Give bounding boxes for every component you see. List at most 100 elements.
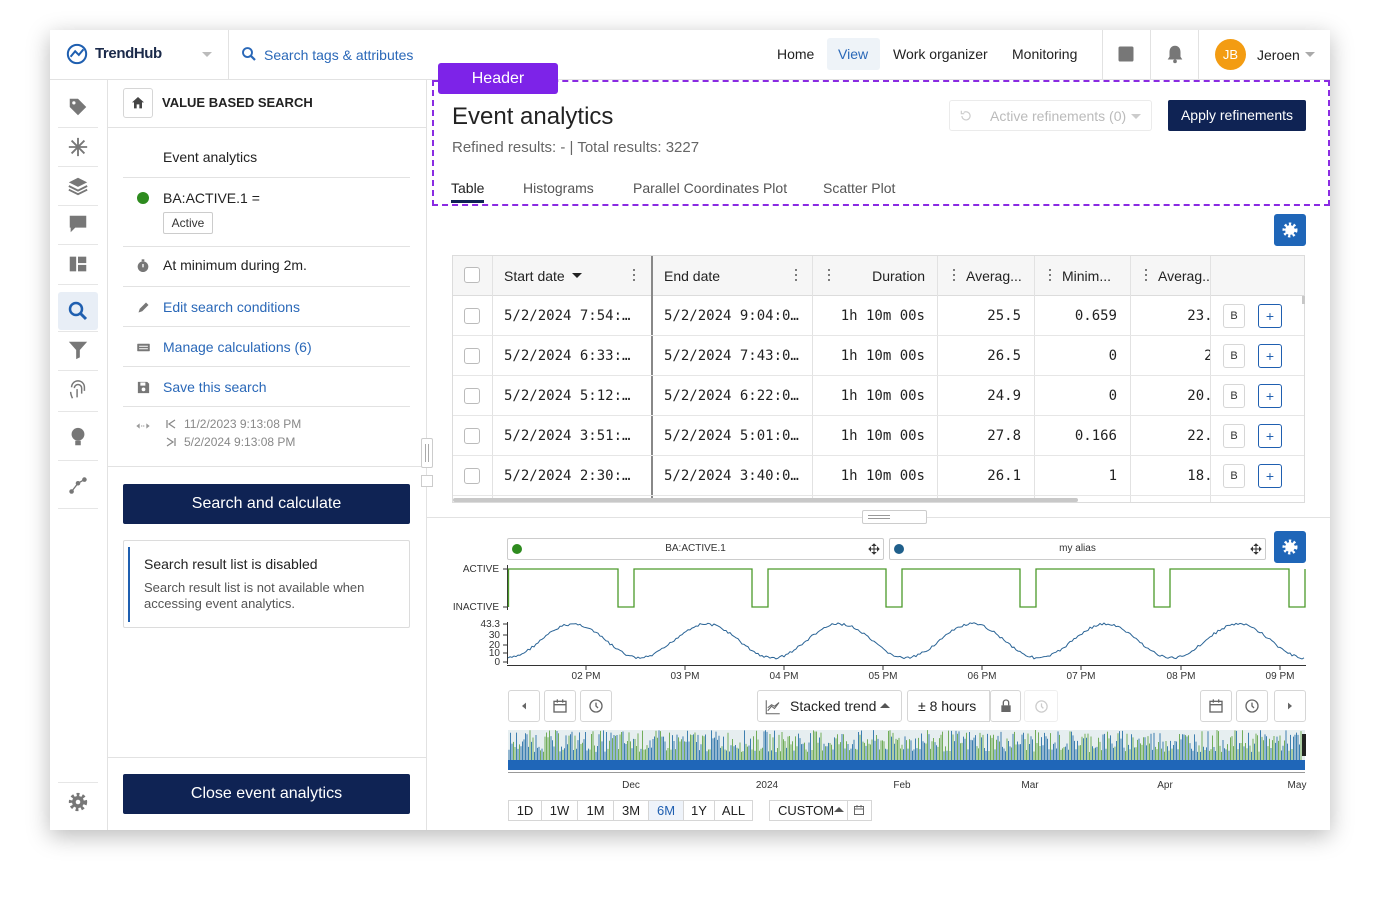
divider: [58, 244, 98, 245]
cell: 0: [1037, 386, 1117, 406]
range-button[interactable]: 1M: [577, 800, 614, 821]
icon-shape: [70, 257, 76, 272]
row-button-b[interactable]: B: [1223, 424, 1245, 448]
row-button-b[interactable]: B: [1223, 344, 1245, 368]
icon-shape: [554, 701, 566, 712]
cell: 1: [1037, 466, 1117, 486]
icon-shape: [142, 259, 145, 261]
range-button[interactable]: 1W: [541, 800, 578, 821]
range-end-icon: [165, 436, 177, 448]
row-button-add[interactable]: +: [1258, 384, 1282, 408]
icon-shape: [1168, 46, 1183, 60]
cell: 22.8: [1131, 426, 1210, 446]
divider: [58, 460, 98, 461]
caret: [880, 703, 890, 708]
icon-shape: [1041, 703, 1043, 708]
row-button-b[interactable]: B: [1223, 304, 1245, 328]
search-icon[interactable]: [240, 45, 258, 63]
rail-icon[interactable]: [67, 426, 89, 448]
notice-bar: [128, 547, 130, 622]
row-checkbox[interactable]: [464, 468, 480, 484]
divider: [58, 205, 98, 206]
sidebar-action[interactable]: Manage calculations (6): [163, 337, 403, 357]
range-button[interactable]: 1D: [508, 800, 542, 821]
header-checkbox[interactable]: [464, 267, 480, 283]
date-button-icon: [1208, 698, 1224, 714]
nav-item[interactable]: Work organizer: [893, 44, 1003, 64]
range-button[interactable]: 6M: [648, 800, 684, 821]
icon-shape: [251, 56, 255, 60]
sidebar-action[interactable]: Edit search conditions: [163, 297, 403, 317]
column-header[interactable]: Duration: [825, 266, 925, 286]
row-button-b[interactable]: B: [1223, 384, 1245, 408]
collapse-button[interactable]: [421, 475, 433, 487]
nav-item[interactable]: Monitoring: [1012, 44, 1122, 64]
close-button[interactable]: Close event analytics: [123, 774, 410, 814]
row-button-add[interactable]: +: [1258, 424, 1282, 448]
row-button-add[interactable]: +: [1258, 464, 1282, 488]
column-header[interactable]: Start date: [504, 266, 624, 286]
condition: BA:ACTIVE.1 =: [163, 188, 403, 208]
row-checkbox[interactable]: [464, 388, 480, 404]
row-button-add[interactable]: +: [1258, 344, 1282, 368]
row-checkbox[interactable]: [464, 348, 480, 364]
bell-icon[interactable]: [1164, 43, 1186, 65]
rail-settings[interactable]: [67, 791, 89, 813]
range-button[interactable]: 1Y: [683, 800, 715, 821]
range-button[interactable]: ALL: [714, 800, 753, 821]
history-icon: [1034, 699, 1049, 714]
avatar-initials[interactable]: JB: [1215, 45, 1246, 65]
menu-dot: [828, 279, 830, 281]
menu-dot: [953, 279, 955, 281]
divider: [107, 466, 426, 467]
range-button[interactable]: 3M: [613, 800, 649, 821]
sidebar-action[interactable]: Save this search: [163, 377, 403, 397]
row-checkbox[interactable]: [464, 428, 480, 444]
rail-icon[interactable]: [67, 175, 89, 197]
cell: 5/2/2024 7:43:0…: [664, 346, 804, 366]
h-scrollbar: [453, 498, 1078, 502]
divider: [1210, 256, 1211, 502]
rail-icon[interactable]: [67, 96, 89, 118]
search-button[interactable]: Search and calculate: [123, 484, 410, 524]
action-icon: [136, 300, 151, 315]
rail-icon[interactable]: [67, 379, 89, 401]
rail-icon[interactable]: [67, 475, 89, 497]
search-field[interactable]: Search tags & attributes: [264, 45, 434, 65]
cell: 5/2/2024 5:12:…: [504, 386, 644, 406]
cell: 1h 10m 00s: [815, 386, 925, 406]
cell: 5/2/2024 9:04:0…: [664, 306, 804, 326]
caret: [572, 273, 582, 278]
column-header[interactable]: Averag..: [1158, 266, 1210, 286]
rail-icon[interactable]: [67, 339, 89, 361]
rail-icon[interactable]: [67, 136, 89, 158]
cell: 5/2/2024 6:22:0…: [664, 386, 804, 406]
rail-icon[interactable]: [67, 213, 89, 235]
row-checkbox[interactable]: [464, 308, 480, 324]
row-button-b[interactable]: B: [1223, 464, 1245, 488]
row-button-add[interactable]: +: [1258, 304, 1282, 328]
cell: 0.659: [1037, 306, 1117, 326]
cell: 26.1: [940, 466, 1021, 486]
icon-shape: [596, 703, 598, 708]
rail-icon-search[interactable]: [66, 299, 90, 323]
pane-handle[interactable]: [862, 510, 927, 524]
column-header[interactable]: End date: [664, 266, 784, 286]
user-name[interactable]: Jeroen: [1257, 45, 1307, 65]
split-handle[interactable]: [421, 438, 433, 468]
notice-text: Search result list is not available when…: [144, 580, 394, 614]
divider: [1198, 30, 1199, 80]
rail-icon[interactable]: [67, 253, 89, 275]
span[interactable]: ± 8 hours: [918, 696, 988, 716]
icon-shape: [70, 303, 82, 315]
cell-clip: 22.8: [1131, 416, 1210, 455]
mode[interactable]: Stacked trend: [790, 696, 880, 716]
move-icon: [868, 543, 880, 555]
divider: [58, 411, 98, 412]
divider: [107, 127, 426, 128]
icon-shape: [69, 342, 87, 359]
icon-shape: [137, 343, 150, 351]
divider: [58, 508, 98, 509]
icon-shape: [76, 800, 81, 805]
help-icon[interactable]: [1116, 44, 1136, 64]
